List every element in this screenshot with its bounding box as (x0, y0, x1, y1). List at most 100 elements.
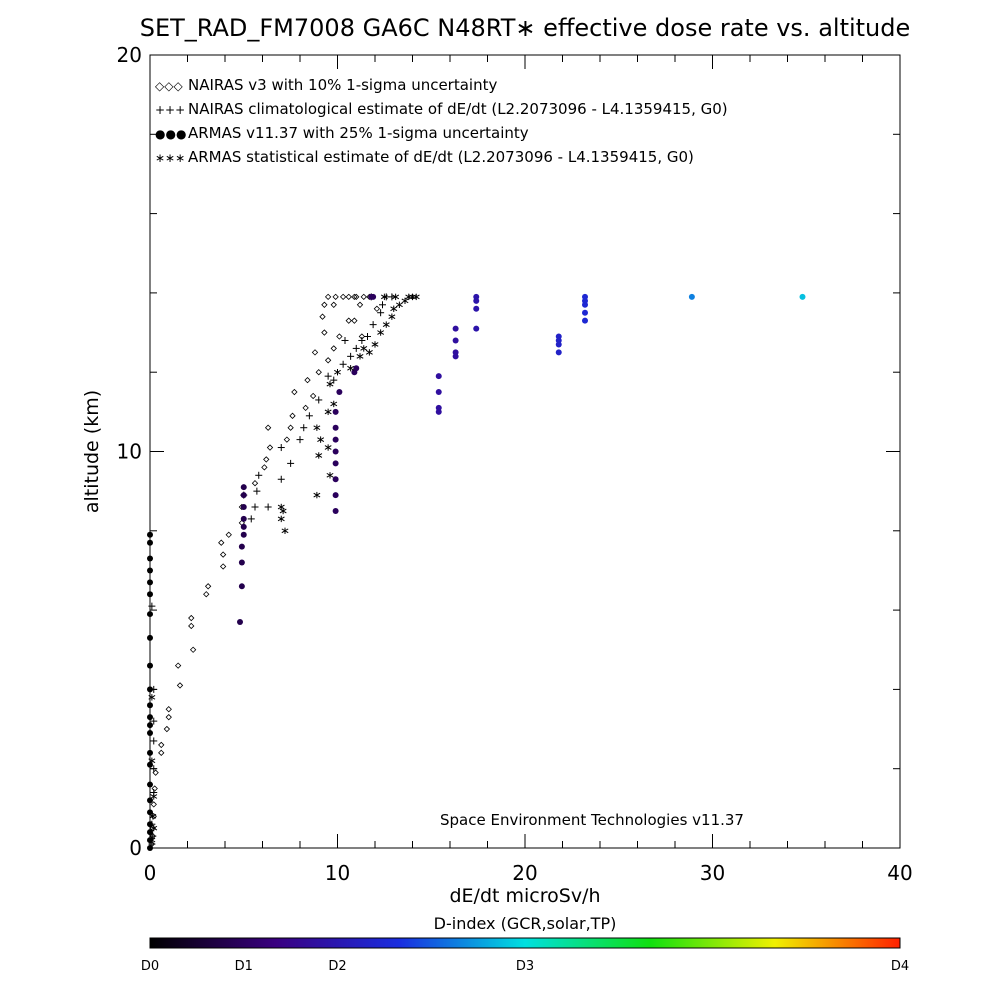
diamond-point (158, 741, 165, 749)
diamond-point (165, 713, 172, 721)
dot-point (238, 559, 245, 566)
dot-point (473, 305, 480, 312)
plus-point (277, 475, 285, 483)
diamond-point (266, 444, 274, 451)
diamond-point (151, 785, 158, 792)
y-tick-label: 20 (117, 43, 142, 67)
diamond-point (302, 404, 309, 412)
asterisk-point (150, 793, 158, 800)
dot-point (332, 476, 339, 483)
plus-point (352, 344, 360, 352)
dot-point (237, 618, 243, 625)
asterisk-point (365, 349, 373, 356)
plus-point (150, 765, 158, 773)
asterisk-point (148, 694, 156, 701)
plus-point (315, 396, 323, 404)
y-tick-label: 0 (129, 836, 142, 860)
asterisk-point (405, 293, 413, 301)
dot-point (332, 460, 339, 467)
asterisk-point (392, 293, 400, 301)
x-tick-label: 0 (144, 861, 157, 885)
diamond-point (219, 551, 227, 558)
dot-point (147, 531, 153, 538)
plus-point (369, 321, 377, 329)
chart-title: SET_RAD_FM7008 GA6C N48RT∗ effective dos… (140, 14, 911, 42)
dot-point (452, 349, 459, 356)
x-tick-label: 10 (325, 861, 350, 885)
asterisk-point (313, 424, 321, 431)
plus-point (358, 336, 366, 344)
diamond-point (188, 622, 195, 630)
asterisk-point (371, 341, 379, 348)
plus-point (264, 503, 272, 511)
plus-point (296, 436, 304, 444)
plus-point (324, 372, 332, 380)
dot-point (147, 662, 153, 669)
plus-point (388, 293, 396, 301)
x-tick-label: 30 (700, 861, 725, 885)
asterisk-point (382, 321, 390, 328)
diamond-point (189, 646, 197, 653)
asterisk-point (315, 452, 323, 459)
asterisk-point (409, 293, 416, 301)
diamond-point (287, 424, 294, 431)
plus-point (364, 333, 371, 341)
dot-point (147, 555, 153, 562)
plus-point (150, 717, 158, 725)
dot-point (688, 293, 695, 300)
asterisk-point (326, 380, 334, 388)
diamond-point (264, 424, 272, 431)
legend-item-armas-statistical: ∗∗∗ ARMAS statistical estimate of dE/dt … (155, 148, 694, 166)
series-diamond (148, 293, 381, 848)
diamond-point (330, 301, 337, 308)
diamond-point (163, 725, 171, 733)
colorbar-labels: D0 D1 D2 D3 D4 (141, 959, 909, 974)
dot-point (147, 821, 153, 828)
plot-frame (149, 54, 901, 849)
colorbar-label: D2 (328, 959, 346, 974)
dot-point (555, 349, 562, 356)
dot-point (332, 424, 339, 431)
colorbar-label: D0 (141, 959, 159, 974)
diamond-point (263, 456, 270, 463)
asterisk-point (380, 293, 388, 301)
asterisk-point (148, 836, 156, 844)
diamond-point (304, 376, 311, 384)
diamond-point (345, 293, 352, 301)
asterisk-point (149, 813, 157, 820)
asterisk-point (150, 824, 158, 832)
asterisk-point (334, 369, 341, 376)
dot-point (147, 591, 153, 598)
dot-point (435, 404, 442, 411)
dot-point (147, 781, 153, 788)
series-dot (147, 293, 806, 851)
y-axis-label: altitude (km) (81, 390, 103, 513)
diamond-point (203, 591, 210, 598)
dot-point (240, 504, 247, 511)
dot-point (240, 515, 247, 522)
dot-point (147, 722, 153, 729)
legend-item-armas: ●●● ARMAS v11.37 with 25% 1-sigma uncert… (155, 124, 529, 142)
dot-point (238, 543, 245, 550)
diamond-point (165, 706, 172, 713)
asterisk-point (377, 329, 385, 336)
dot-point (370, 293, 377, 300)
x-tick-label: 20 (512, 861, 537, 885)
plus-point (379, 301, 386, 309)
plus-point (277, 444, 285, 452)
dot-point (336, 389, 343, 396)
asterisk-point (412, 293, 420, 301)
diamond-point (309, 392, 317, 400)
plus-point (300, 424, 308, 432)
legend: ◇◇◇ NAIRAS v3 with 10% 1-sigma uncertain… (155, 76, 728, 166)
dot-point (147, 539, 153, 546)
diamond-point (330, 345, 337, 352)
dot-point (240, 531, 247, 538)
dot-point (238, 583, 245, 590)
asterisk-point (390, 305, 398, 312)
diamond-point (204, 583, 212, 590)
x-tick-labels: 0 10 20 30 40 (144, 861, 913, 885)
dot-point (332, 492, 339, 499)
diamond-point (319, 313, 326, 320)
